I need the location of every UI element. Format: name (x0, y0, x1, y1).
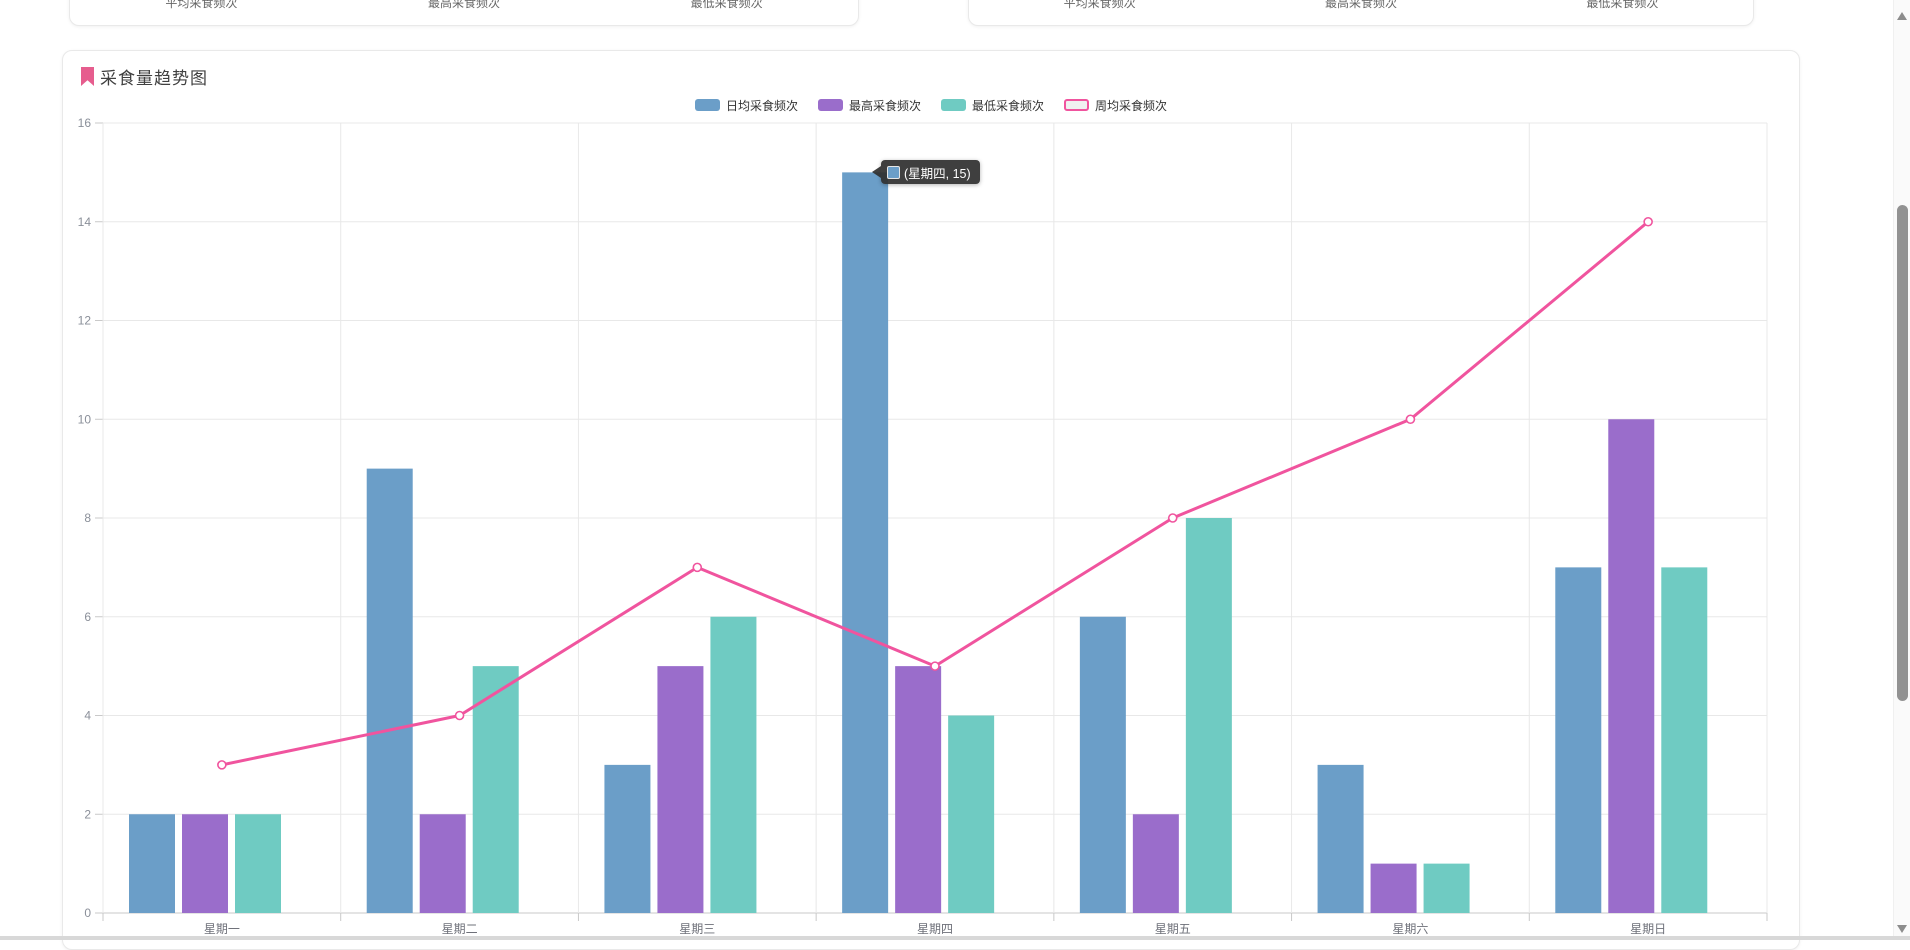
bar-最高采食频次-星期二[interactable] (419, 814, 466, 913)
tooltip-arrow-icon (872, 166, 881, 178)
y-tick-label: 12 (78, 314, 92, 328)
y-tick-label: 16 (78, 116, 92, 130)
bar-最低采食频次-星期二[interactable] (472, 666, 519, 913)
bar-日均采食频次-星期五[interactable] (1079, 616, 1126, 913)
bar-日均采食频次-星期二[interactable] (366, 468, 413, 913)
stats-row-right: 平均采食频次 最高采食频次 最低采食频次 (969, 0, 1753, 11)
feed-trend-chart: 0 2 4 6 8 10 12 14 16 星期一 星期二 星期三 星期四 星期五 星期六 星期日 (78, 116, 1768, 936)
bar-最低采食频次-星期一[interactable] (235, 814, 281, 913)
vertical-scrollbar[interactable] (1893, 0, 1910, 940)
panel-header: 采食量趋势图 (81, 64, 208, 89)
legend-marker-icon (1064, 99, 1090, 111)
y-tick-label: 6 (84, 610, 91, 624)
bar-最低采食频次-星期五[interactable] (1185, 518, 1232, 913)
x-category-label: 星期日 (1630, 922, 1666, 936)
scrollbar-thumb[interactable] (1897, 205, 1908, 701)
x-category-label: 星期六 (1392, 922, 1428, 936)
scrollbar-down-arrow-icon[interactable] (1897, 925, 1907, 933)
stats-card-left: 平均采食频次 最高采食频次 最低采食频次 (69, 0, 859, 26)
scrollbar-up-arrow-icon[interactable] (1897, 12, 1907, 20)
legend-marker-icon (817, 99, 843, 111)
bar-最低采食频次-星期六[interactable] (1423, 863, 1470, 913)
legend-label: 最低采食频次 (972, 98, 1045, 113)
tooltip-text: (星期四, 15) (904, 166, 971, 181)
stat-label: 最高采食频次 (427, 0, 500, 10)
panel-title: 采食量趋势图 (100, 69, 208, 88)
bar-最高采食频次-星期四[interactable] (895, 666, 942, 913)
chart-panel: 采食量趋势图 日均采食频次 最高采食频次 最低采食频次 周均采食频次 0 2 4 6 8 10 1… (62, 50, 1800, 950)
legend-label: 周均采食频次 (1095, 98, 1168, 113)
stats-card-right: 平均采食频次 最高采食频次 最低采食频次 (968, 0, 1754, 26)
x-category-label: 星期三 (679, 922, 715, 936)
y-tick-label: 0 (84, 906, 91, 920)
bar-最低采食频次-星期三[interactable] (710, 616, 757, 913)
line-point-周均采食频次-星期五[interactable] (1167, 513, 1178, 523)
legend-item-日均采食频次[interactable]: 日均采食频次 (694, 97, 798, 114)
bar-最高采食频次-星期一[interactable] (182, 814, 228, 913)
legend-marker-icon (694, 99, 720, 111)
bar-最高采食频次-星期六[interactable] (1370, 863, 1417, 913)
bar-日均采食频次-星期六[interactable] (1317, 764, 1364, 913)
bar-最低采食频次-星期四[interactable] (948, 715, 995, 914)
stat-label: 平均采食频次 (165, 0, 238, 10)
x-category-label: 星期一 (204, 922, 240, 936)
bar-最低采食频次-星期日[interactable] (1661, 567, 1708, 913)
bar-日均采食频次-星期日[interactable] (1555, 567, 1602, 913)
line-point-周均采食频次-星期二[interactable] (454, 710, 465, 721)
stat-label: 最高采食频次 (1324, 0, 1397, 10)
line-point-周均采食频次-星期六[interactable] (1405, 414, 1416, 425)
tooltip-series-marker (887, 165, 900, 179)
y-tick-label: 14 (78, 215, 92, 229)
y-tick-label: 4 (84, 709, 91, 723)
chart-tooltip: (星期四, 15) (872, 160, 980, 184)
bar-日均采食频次-星期一[interactable] (129, 814, 175, 913)
legend-marker-icon (941, 99, 966, 111)
y-tick-label: 2 (84, 807, 91, 821)
bar-最高采食频次-星期五[interactable] (1132, 814, 1179, 913)
chart-legend: 日均采食频次 最高采食频次 最低采食频次 周均采食频次 (63, 97, 1799, 113)
bar-最高采食频次-星期日[interactable] (1608, 419, 1655, 913)
y-tick-label: 10 (78, 412, 92, 426)
stats-row-left: 平均采食频次 最高采食频次 最低采食频次 (70, 0, 858, 11)
stat-label: 平均采食频次 (1063, 0, 1136, 10)
x-category-label: 星期四 (917, 922, 953, 936)
x-category-label: 星期二 (442, 922, 478, 936)
bookmark-icon (81, 67, 94, 86)
legend-item-最低采食频次[interactable]: 最低采食频次 (941, 97, 1044, 114)
line-point-周均采食频次-星期一[interactable] (217, 760, 227, 770)
stat-label: 最低采食频次 (690, 0, 763, 10)
line-point-周均采食频次-星期四[interactable] (930, 661, 940, 671)
legend-item-周均采食频次[interactable]: 周均采食频次 (1064, 97, 1167, 114)
x-category-label: 星期五 (1155, 922, 1191, 936)
legend-item-最高采食频次[interactable]: 最高采食频次 (817, 97, 921, 114)
bar-日均采食频次-星期四[interactable] (842, 172, 889, 913)
legend-label: 日均采食频次 (725, 98, 798, 113)
y-tick-label: 8 (84, 511, 91, 525)
window-bottom-edge (0, 936, 1910, 940)
line-point-周均采食频次-星期三[interactable] (692, 562, 703, 573)
bar-最高采食频次-星期三[interactable] (657, 666, 704, 913)
line-point-周均采食频次-星期日[interactable] (1643, 216, 1653, 227)
legend-label: 最高采食频次 (848, 98, 921, 113)
bar-日均采食频次-星期三[interactable] (604, 764, 651, 913)
stat-label: 最低采食频次 (1586, 0, 1659, 10)
